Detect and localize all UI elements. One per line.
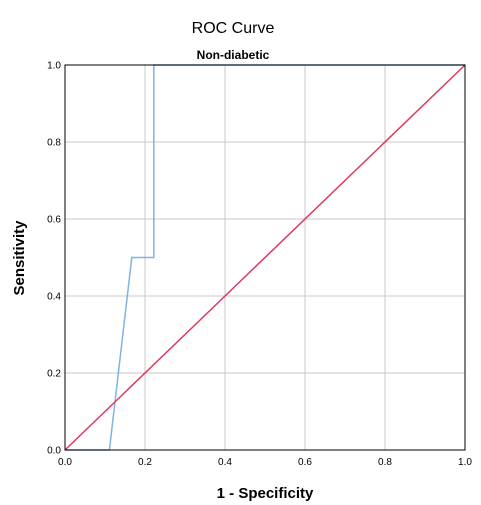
x-tick-label: 1.0	[458, 457, 472, 468]
y-tick-label: 0.8	[47, 138, 61, 149]
chart-title: ROC Curve	[192, 20, 275, 37]
y-axis-label: Sensitivity	[11, 220, 28, 296]
y-tick-label: 0.2	[47, 369, 61, 380]
x-tick-label: 0.2	[138, 457, 152, 468]
x-tick-label: 0.0	[58, 457, 72, 468]
x-tick-label: 0.4	[218, 457, 232, 468]
reference-line	[64, 64, 466, 451]
x-tick-label: 0.6	[298, 457, 312, 468]
y-tick-label: 0.0	[47, 446, 61, 457]
x-tick-label: 0.8	[378, 457, 392, 468]
plot-frame	[64, 64, 466, 451]
grid-lines	[65, 65, 465, 450]
chart-subtitle: Non-diabetic	[197, 48, 270, 62]
y-tick-label: 0.4	[47, 292, 61, 303]
y-tick-label: 0.6	[47, 215, 61, 226]
tick-labels: 0.0 0.2 0.4 0.6 0.8 1.0 0.0 0.2 0.4 0.6 0.8 1.0	[47, 61, 472, 469]
y-tick-label: 1.0	[47, 61, 61, 72]
x-axis-label: 1 - Specificity	[217, 485, 314, 502]
